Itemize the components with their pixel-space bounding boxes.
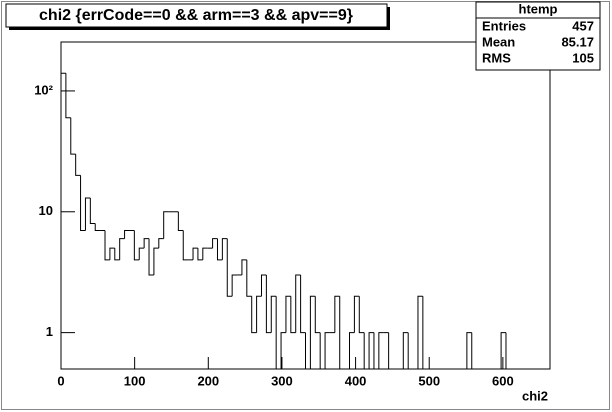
histogram-bin — [143, 238, 150, 249]
histogram-bin — [163, 211, 169, 239]
plot-frame — [60, 41, 551, 370]
stats-label: RMS — [482, 50, 511, 65]
histogram-bin — [133, 230, 140, 261]
histogram-bin — [295, 274, 301, 333]
histogram-bin — [60, 72, 66, 369]
histogram-bin — [65, 73, 71, 119]
histogram-bin — [290, 296, 296, 334]
histogram-bin — [417, 295, 423, 369]
histogram-bin — [192, 247, 198, 260]
histogram-bin — [378, 332, 384, 369]
histogram-bin — [305, 332, 311, 370]
histogram-bin — [265, 274, 272, 334]
histogram-bin — [466, 332, 472, 369]
histogram-bin — [500, 332, 506, 369]
histogram-bin — [334, 295, 340, 333]
histogram-bin — [70, 117, 76, 155]
histogram-bin — [153, 247, 159, 275]
histogram-bin — [80, 175, 86, 231]
histogram-bin — [226, 238, 233, 297]
histogram-bin — [246, 259, 252, 297]
histogram-bin — [324, 332, 330, 369]
histogram-bin — [368, 332, 374, 369]
histogram-bin — [109, 247, 115, 260]
stats-box — [475, 1, 601, 71]
histogram-bin — [422, 296, 428, 370]
histogram-bin — [358, 296, 365, 334]
histogram-bin — [84, 197, 91, 231]
x-tick-label: 400 — [345, 373, 367, 388]
histogram-bin — [363, 332, 370, 370]
histogram-bin — [388, 332, 394, 370]
histogram-bin — [158, 238, 164, 249]
histogram-bin — [104, 230, 110, 261]
x-axis-label: chi2 — [522, 388, 548, 403]
histogram-bin — [177, 211, 184, 231]
histogram-bin — [231, 274, 238, 297]
histogram-bin — [251, 296, 257, 334]
histogram-bin — [402, 332, 409, 369]
histogram-bin — [314, 296, 321, 334]
stats-name: htemp — [519, 1, 558, 16]
histogram-bin — [505, 332, 511, 370]
stats-value: 105 — [572, 50, 594, 65]
x-tick-label: 600 — [492, 373, 514, 388]
y-tick-label: 1 — [46, 324, 53, 339]
histogram-bin — [119, 238, 125, 260]
histogram-bin — [138, 247, 145, 260]
y-tick-label: 10² — [34, 82, 53, 97]
histogram-bin — [309, 295, 316, 369]
histogram-bin — [300, 274, 306, 334]
y-tick-label: 10 — [39, 203, 53, 218]
histogram-bin — [197, 248, 203, 261]
histogram-bin — [114, 248, 120, 261]
histogram-bin — [94, 223, 101, 231]
histogram-bin — [471, 332, 477, 370]
histogram-bin — [280, 332, 286, 369]
stats-label: Mean — [482, 34, 515, 49]
histogram-bin — [319, 332, 326, 370]
x-tick-label: 100 — [124, 373, 146, 388]
histogram-bin — [256, 295, 262, 333]
histogram-bin — [373, 332, 379, 370]
histogram-bin — [89, 198, 96, 224]
histogram-bin — [216, 238, 223, 261]
histogram-bin — [260, 274, 267, 297]
histogram-bin — [75, 154, 81, 176]
histogram-bin — [241, 259, 247, 275]
histogram-bin — [221, 238, 228, 260]
histogram-bin — [275, 296, 282, 370]
histogram-bin — [353, 295, 360, 333]
x-tick-label: 500 — [418, 373, 440, 388]
histogram-bin — [148, 238, 154, 276]
stats-label: Entries — [482, 18, 526, 33]
histogram-bin — [339, 296, 345, 370]
histogram-bin — [270, 295, 277, 333]
histogram-bin — [124, 229, 130, 239]
histogram-bin — [349, 332, 355, 369]
histogram-bin — [202, 247, 208, 260]
stats-value: 457 — [572, 18, 594, 33]
histogram-bin — [212, 238, 218, 249]
histogram-bin — [182, 230, 189, 261]
histogram-bin — [407, 332, 414, 370]
chart-title: chi2 {errCode==0 && arm==3 && apv==9} — [39, 7, 353, 24]
stats-value: 85.17 — [561, 34, 594, 49]
histogram-bin — [285, 295, 291, 333]
x-tick-label: 300 — [271, 373, 293, 388]
x-tick-label: 0 — [57, 373, 64, 388]
x-tick-label: 200 — [197, 373, 219, 388]
title-box — [5, 3, 388, 28]
